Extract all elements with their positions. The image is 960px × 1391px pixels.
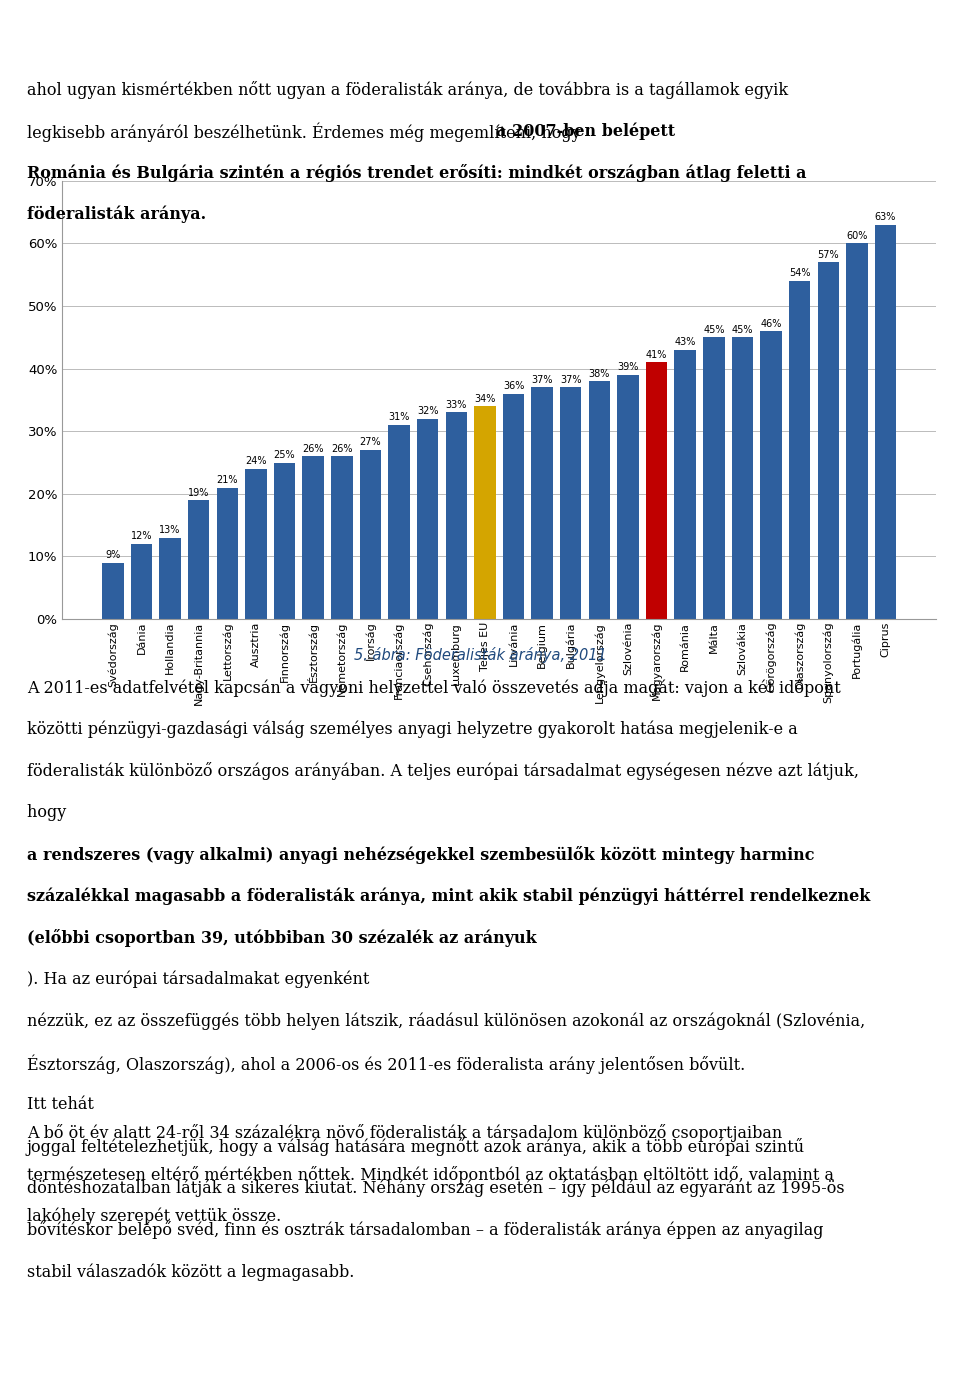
Bar (703, 337, 725, 619)
Text: 26%: 26% (302, 444, 324, 453)
Bar (102, 562, 124, 619)
Text: lakóhely szerepét vettük össze.: lakóhely szerepét vettük össze. (27, 1207, 281, 1225)
Text: Románia és Bulgária szintén a régiós trendet erősíti: mindkét országban átlag fe: Románia és Bulgária szintén a régiós tre… (27, 164, 806, 182)
Text: 54%: 54% (789, 268, 810, 278)
Text: legkisebb arányáról beszélhetünk. Érdemes még megemlíteni, hogy: legkisebb arányáról beszélhetünk. Érdeme… (27, 122, 586, 142)
Text: százalékkal magasabb a föderalisták aránya, mint akik stabil pénzügyi háttérrel : százalékkal magasabb a föderalisták arán… (27, 887, 870, 906)
Text: ahol ugyan kismértékben nőtt ugyan a föderalisták aránya, de továbbra is a tagál: ahol ugyan kismértékben nőtt ugyan a föd… (27, 81, 788, 99)
Bar (360, 449, 381, 619)
Bar (789, 281, 810, 619)
Text: természetesen eltérő mértékben nőttek. Mindkét időpontból az oktatásban eltöltöt: természetesen eltérő mértékben nőttek. M… (27, 1166, 834, 1184)
Bar (588, 381, 611, 619)
Text: 24%: 24% (245, 456, 267, 466)
Text: 32%: 32% (417, 406, 439, 416)
Text: Észtország, Olaszország), ahol a 2006-os és 2011-es föderalista arány jelentősen: Észtország, Olaszország), ahol a 2006-os… (27, 1054, 751, 1074)
Text: 25%: 25% (274, 451, 296, 460)
Bar (846, 243, 868, 619)
Text: döntéshozatalban látják a sikeres kiutat. Néhány ország esetén – így például az : döntéshozatalban látják a sikeres kiutat… (27, 1180, 845, 1198)
Bar (474, 406, 495, 619)
Text: a rendszeres (vagy alkalmi) anyagi nehézségekkel szembesülők között mintegy harm: a rendszeres (vagy alkalmi) anyagi nehéz… (27, 846, 814, 864)
Text: 12%: 12% (131, 531, 153, 541)
Text: 13%: 13% (159, 526, 180, 536)
Text: 33%: 33% (445, 401, 467, 410)
Text: joggal feltételezhetjük, hogy a válság hatására megnőtt azok aránya, akik a több: joggal feltételezhetjük, hogy a válság h… (27, 1138, 805, 1156)
Text: A bő öt év alatt 24-ről 34 százalékra növő föderalisták a társadalom különböző c: A bő öt év alatt 24-ről 34 százalékra nö… (27, 1124, 782, 1142)
Text: 45%: 45% (732, 325, 754, 335)
Text: 31%: 31% (389, 413, 410, 423)
Text: 45%: 45% (703, 325, 725, 335)
Text: föderalisták különböző országos arányában. A teljes európai társadalmat egységes: föderalisták különböző országos arányába… (27, 762, 859, 780)
Text: MI VÁLTOZOTT ÖT ÉV ALATT?: MI VÁLTOZOTT ÖT ÉV ALATT? (36, 1077, 310, 1093)
Bar (274, 462, 296, 619)
Text: 63%: 63% (875, 213, 897, 223)
Text: 21%: 21% (217, 476, 238, 485)
Text: 36%: 36% (503, 381, 524, 391)
Bar (760, 331, 781, 619)
Bar (532, 387, 553, 619)
Text: A 2011-es adatfelvétel kapcsán a vagyoni helyzettel való összevetés adja magát: : A 2011-es adatfelvétel kapcsán a vagyoni… (27, 679, 841, 697)
Text: 27%: 27% (360, 438, 381, 448)
Text: ). Ha az európai társadalmakat egyenként: ). Ha az európai társadalmakat egyenként (27, 971, 370, 989)
Bar (417, 419, 439, 619)
Bar (217, 487, 238, 619)
Bar (331, 456, 352, 619)
Text: 57%: 57% (818, 250, 839, 260)
Bar (445, 412, 467, 619)
Bar (646, 362, 667, 619)
Text: 60%: 60% (847, 231, 868, 241)
Text: Itt tehát: Itt tehát (27, 1096, 94, 1113)
Bar (188, 499, 209, 619)
Text: 38%: 38% (588, 369, 610, 378)
Text: (előbbi csoportban 39, utóbbiban 30 szézalék az arányuk: (előbbi csoportban 39, utóbbiban 30 széz… (27, 929, 537, 947)
Bar (245, 469, 267, 619)
Text: 5. ábra: Föderalisták aránya, 2011: 5. ábra: Föderalisták aránya, 2011 (353, 647, 607, 664)
Bar (131, 544, 153, 619)
Bar (675, 349, 696, 619)
Bar (388, 424, 410, 619)
Text: 43%: 43% (675, 338, 696, 348)
Text: 37%: 37% (560, 376, 582, 385)
Bar (617, 374, 638, 619)
Text: stabil válaszadók között a legmagasabb.: stabil válaszadók között a legmagasabb. (27, 1263, 354, 1281)
Text: közötti pénzügyi-gazdasági válság személyes anyagi helyzetre gyakorolt hatása me: közötti pénzügyi-gazdasági válság személ… (27, 721, 798, 739)
Text: nézzük, ez az összefüggés több helyen látszik, ráadásul különösen azokonál az or: nézzük, ez az összefüggés több helyen lá… (27, 1013, 865, 1031)
Text: hogy: hogy (27, 804, 71, 821)
Text: 46%: 46% (760, 319, 781, 328)
Text: 39%: 39% (617, 363, 638, 373)
Text: 37%: 37% (532, 376, 553, 385)
Text: föderalisták aránya.: föderalisták aránya. (27, 206, 206, 224)
Text: 19%: 19% (188, 488, 209, 498)
Bar (503, 394, 524, 619)
Text: 9%: 9% (106, 551, 120, 561)
Text: 34%: 34% (474, 394, 495, 403)
Bar (159, 537, 180, 619)
Bar (875, 224, 897, 619)
Text: bővítéskor belépő svéd, finn és osztrák társadalomban – a föderalisták aránya ép: bővítéskor belépő svéd, finn és osztrák … (27, 1221, 824, 1239)
Bar (560, 387, 582, 619)
Text: a 2007-ben belépett: a 2007-ben belépett (496, 122, 676, 140)
Bar (818, 262, 839, 619)
Bar (302, 456, 324, 619)
Bar (732, 337, 754, 619)
Text: 26%: 26% (331, 444, 352, 453)
Text: 41%: 41% (646, 351, 667, 360)
